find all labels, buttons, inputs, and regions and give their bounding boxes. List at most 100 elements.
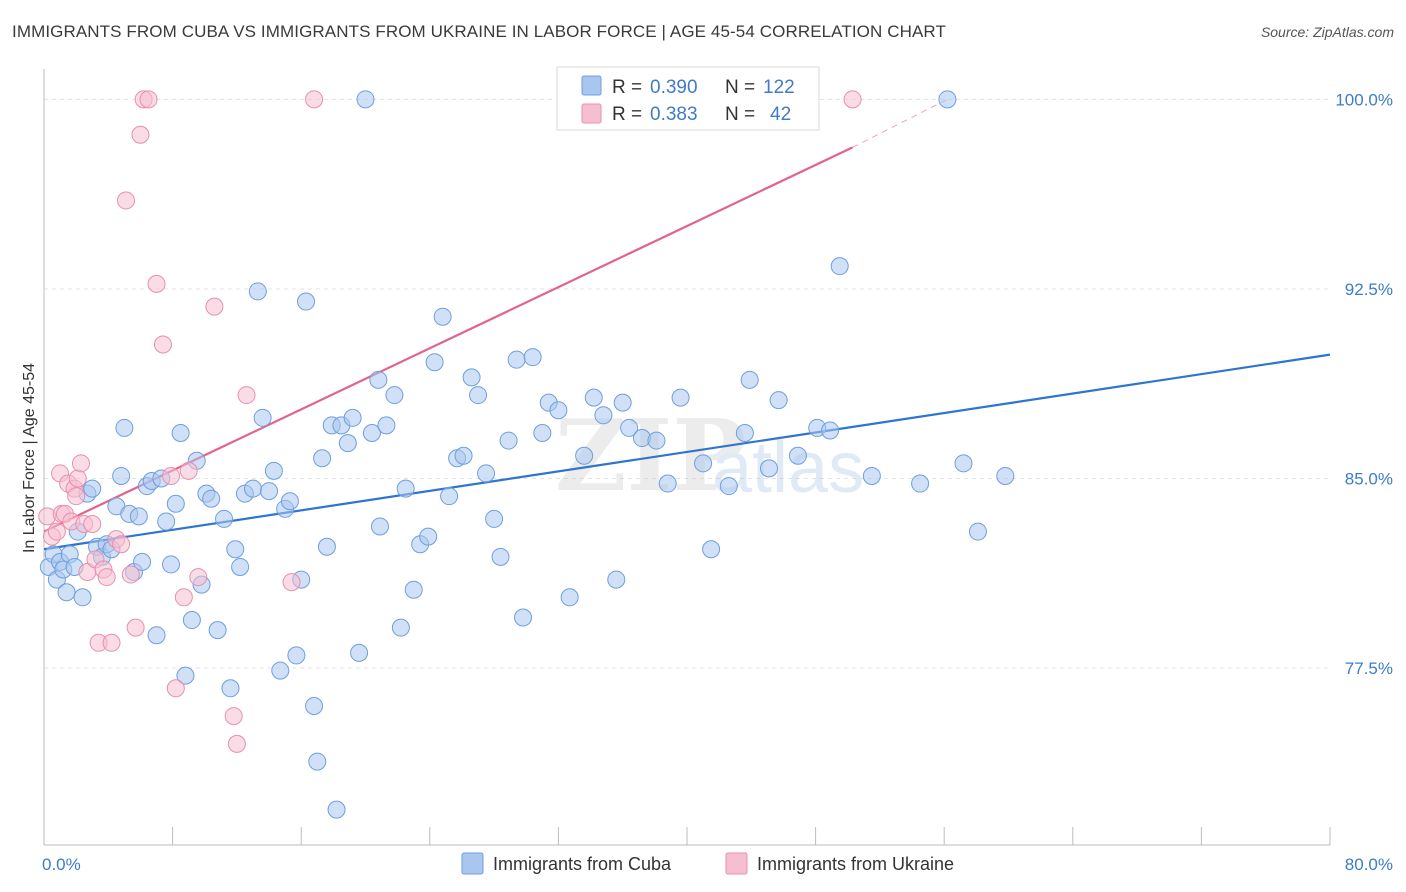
point-cuba-28 bbox=[161, 555, 180, 574]
point-ukraine-20 bbox=[112, 535, 131, 554]
point-cuba-108 bbox=[769, 391, 788, 410]
watermark-atlas: atlas bbox=[712, 428, 864, 508]
point-ukraine-17 bbox=[97, 568, 116, 587]
point-cuba-61 bbox=[338, 434, 357, 453]
point-ukraine-32 bbox=[179, 461, 198, 480]
point-cuba-73 bbox=[419, 527, 438, 546]
legend-swatch-cuba bbox=[581, 75, 602, 96]
point-cuba-107 bbox=[759, 459, 778, 478]
point-cuba-94 bbox=[594, 406, 613, 425]
axes bbox=[43, 69, 1331, 846]
point-cuba-31 bbox=[176, 666, 195, 685]
point-ukraine-36 bbox=[227, 734, 246, 753]
point-cuba-48 bbox=[271, 661, 290, 680]
point-cuba-87 bbox=[523, 348, 542, 367]
tick-labels: 77.5% 85.0% 92.5% 100.0% 0.0% 80.0% bbox=[42, 90, 1393, 874]
point-cuba-113 bbox=[862, 466, 881, 485]
point-cuba-22 bbox=[133, 552, 152, 571]
point-ukraine-37 bbox=[237, 386, 256, 405]
point-cuba-11 bbox=[83, 479, 102, 498]
point-cuba-112 bbox=[830, 257, 849, 276]
point-ukraine-28 bbox=[153, 335, 172, 354]
point-cuba-39 bbox=[221, 679, 240, 698]
point-cuba-119 bbox=[370, 517, 389, 536]
point-cuba-88 bbox=[533, 423, 552, 442]
point-cuba-93 bbox=[584, 388, 603, 407]
point-cuba-44 bbox=[248, 282, 267, 301]
point-cuba-78 bbox=[454, 446, 473, 465]
point-cuba-36 bbox=[202, 489, 221, 508]
y-tick-label-1: 85.0% bbox=[1345, 469, 1393, 488]
point-cuba-9 bbox=[73, 588, 92, 607]
point-cuba-102 bbox=[694, 454, 713, 473]
x-tick-label-1: 80.0% bbox=[1345, 855, 1393, 874]
point-cuba-103 bbox=[702, 540, 721, 559]
point-cuba-45 bbox=[253, 408, 272, 427]
point-cuba-101 bbox=[671, 388, 690, 407]
point-ukraine-33 bbox=[189, 568, 208, 587]
point-cuba-37 bbox=[208, 621, 227, 640]
point-cuba-117 bbox=[968, 522, 987, 541]
point-cuba-30 bbox=[171, 423, 190, 442]
point-ukraine-31 bbox=[174, 588, 193, 607]
point-cuba-99 bbox=[647, 431, 666, 450]
point-cuba-66 bbox=[369, 370, 388, 389]
point-cuba-116 bbox=[954, 454, 973, 473]
point-cuba-5 bbox=[57, 583, 76, 602]
legend-ukraine-n-value: 42 bbox=[770, 104, 791, 125]
point-ukraine-39 bbox=[305, 90, 324, 109]
legend-cuba-r-value: 0.390 bbox=[650, 77, 698, 98]
point-cuba-65 bbox=[362, 423, 381, 442]
point-cuba-62 bbox=[343, 408, 362, 427]
point-cuba-70 bbox=[396, 479, 415, 498]
point-cuba-109 bbox=[788, 446, 807, 465]
point-cuba-21 bbox=[129, 507, 148, 526]
trend-lines bbox=[43, 98, 1331, 551]
point-ukraine-35 bbox=[224, 707, 243, 726]
legend-cuba-n-label: N = bbox=[725, 77, 755, 98]
point-cuba-69 bbox=[391, 618, 410, 637]
point-cuba-86 bbox=[514, 608, 533, 627]
point-cuba-27 bbox=[157, 512, 176, 531]
point-cuba-56 bbox=[313, 449, 332, 468]
point-cuba-32 bbox=[182, 611, 201, 630]
data-points bbox=[38, 90, 1015, 819]
point-cuba-47 bbox=[264, 461, 283, 480]
point-ukraine-30 bbox=[166, 679, 185, 698]
point-cuba-53 bbox=[297, 292, 316, 311]
point-ukraine-41 bbox=[67, 487, 86, 506]
chart-title: IMMIGRANTS FROM CUBA VS IMMIGRANTS FROM … bbox=[12, 22, 946, 41]
point-ukraine-26 bbox=[139, 90, 158, 109]
trend-line-ukraine-extension bbox=[852, 98, 948, 148]
legend-ukraine-n-label: N = bbox=[725, 104, 755, 125]
y-tick-label-0: 77.5% bbox=[1345, 659, 1393, 678]
point-cuba-74 bbox=[425, 353, 444, 372]
legend-cuba-n-value: 122 bbox=[763, 77, 795, 98]
point-ukraine-29 bbox=[161, 466, 180, 485]
point-ukraine-40 bbox=[843, 90, 862, 109]
point-cuba-38 bbox=[215, 509, 234, 528]
point-cuba-63 bbox=[350, 643, 369, 662]
point-cuba-43 bbox=[243, 479, 262, 498]
point-ukraine-27 bbox=[147, 274, 166, 293]
point-ukraine-9 bbox=[68, 469, 87, 488]
y-axis-title: In Labor Force | Age 45-54 bbox=[21, 363, 38, 553]
point-cuba-81 bbox=[477, 464, 496, 483]
point-cuba-71 bbox=[404, 580, 423, 599]
point-cuba-68 bbox=[385, 386, 404, 405]
chart-source: Source: ZipAtlas.com bbox=[1260, 24, 1394, 40]
point-cuba-82 bbox=[485, 509, 504, 528]
point-cuba-105 bbox=[735, 423, 754, 442]
point-cuba-92 bbox=[575, 446, 594, 465]
bottom-legend-swatch-cuba bbox=[461, 852, 484, 875]
trend-line-cuba bbox=[43, 353, 1331, 551]
point-cuba-84 bbox=[499, 431, 518, 450]
point-ukraine-24 bbox=[131, 125, 150, 144]
point-cuba-114 bbox=[911, 474, 930, 493]
point-ukraine-2 bbox=[47, 522, 66, 541]
point-cuba-67 bbox=[377, 416, 396, 435]
point-ukraine-23 bbox=[126, 618, 145, 637]
point-cuba-29 bbox=[166, 494, 185, 513]
point-ukraine-13 bbox=[83, 514, 102, 533]
